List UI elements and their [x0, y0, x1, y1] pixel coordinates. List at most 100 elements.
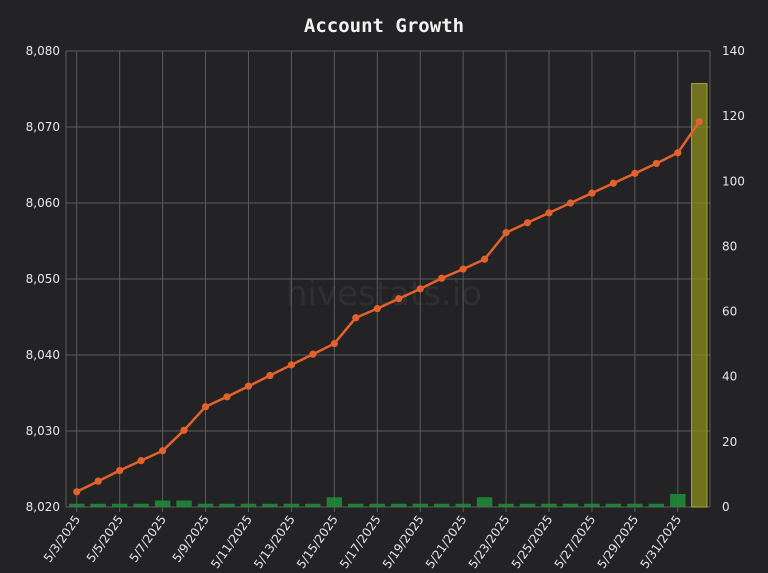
- line-point: [566, 199, 575, 207]
- bar: [111, 503, 128, 507]
- x-tick-label: 5/31/2025: [637, 513, 684, 569]
- y-right-tick-label: 0: [722, 500, 730, 514]
- bar: [519, 503, 536, 507]
- line-point: [631, 169, 639, 177]
- line-point: [137, 457, 145, 465]
- line-point: [287, 361, 295, 369]
- line-point: [588, 189, 596, 197]
- grid-lines: [65, 50, 711, 508]
- bar: [391, 503, 407, 507]
- line-series: [73, 118, 703, 496]
- line-point: [159, 447, 167, 455]
- y-left-tick-label: 8,030: [26, 424, 60, 438]
- line-point: [266, 371, 274, 380]
- y-right-tick-label: 60: [722, 305, 737, 319]
- chart-title: Account Growth: [304, 15, 464, 37]
- line-point: [481, 255, 489, 263]
- bar: [541, 503, 557, 507]
- line-point: [438, 274, 446, 282]
- y-right-tick-label: 20: [722, 435, 737, 449]
- bar: [133, 503, 149, 507]
- line-point: [180, 426, 188, 434]
- x-tick-label: 5/23/2025: [466, 513, 513, 569]
- line-point: [201, 403, 210, 411]
- line-point: [116, 466, 124, 475]
- line-point: [352, 314, 360, 322]
- bar: [90, 503, 106, 507]
- bar: [154, 500, 171, 507]
- y-left-tick-label: 8,050: [26, 272, 60, 286]
- x-tick-label: 5/7/2025: [127, 513, 169, 565]
- bar: [283, 503, 300, 507]
- line-point: [244, 382, 253, 390]
- bar: [176, 500, 192, 507]
- x-tick-label: 5/29/2025: [595, 513, 642, 569]
- bar: [455, 503, 471, 507]
- x-tick-label: 5/17/2025: [337, 513, 384, 569]
- line-point: [523, 219, 532, 227]
- line-point: [395, 295, 403, 303]
- bar: [305, 503, 321, 507]
- line-point: [652, 159, 660, 168]
- line-point: [373, 305, 381, 313]
- bar: [562, 503, 579, 507]
- bar: [412, 503, 428, 507]
- y-right-tick-label: 100: [722, 174, 745, 188]
- x-tick-label: 5/19/2025: [380, 513, 427, 569]
- line-point: [695, 118, 703, 126]
- line-point: [94, 477, 102, 485]
- x-tick-label: 5/21/2025: [423, 513, 470, 569]
- bar: [69, 503, 85, 507]
- y-right-tick-label: 120: [722, 109, 745, 123]
- x-tick-label: 5/3/2025: [41, 513, 83, 565]
- line-point: [330, 340, 338, 348]
- y-axis-left: 8,020 8,030 8,040 8,050 8,060 8,070 8,080: [26, 44, 60, 514]
- y-left-tick-label: 8,040: [26, 348, 60, 362]
- bar: [476, 497, 493, 507]
- x-tick-label: 5/11/2025: [208, 513, 255, 569]
- x-tick-label: 5/13/2025: [251, 513, 298, 569]
- bar: [348, 503, 364, 507]
- bar-series: [69, 83, 708, 508]
- line-path: [76, 120, 701, 493]
- line-point: [545, 209, 553, 217]
- y-left-tick-label: 8,080: [26, 44, 60, 58]
- x-tick-label: 5/5/2025: [84, 513, 126, 565]
- bar: [197, 503, 214, 507]
- y-right-tick-label: 140: [722, 44, 745, 58]
- x-tick-label: 5/27/2025: [552, 513, 599, 569]
- bar: [691, 83, 708, 508]
- bar: [240, 503, 257, 507]
- bar: [498, 503, 514, 507]
- y-left-tick-label: 8,020: [26, 500, 60, 514]
- bar: [670, 493, 686, 507]
- bar: [219, 503, 235, 507]
- line-point: [416, 285, 424, 293]
- bar: [627, 503, 643, 507]
- bar: [605, 503, 622, 507]
- x-tick-label: 5/25/2025: [509, 513, 556, 569]
- y-right-tick-label: 40: [722, 370, 737, 384]
- x-tick-label: 5/15/2025: [294, 513, 341, 569]
- bar: [433, 503, 450, 507]
- line-point: [73, 488, 81, 496]
- bar: [584, 503, 600, 507]
- line-point: [609, 179, 618, 187]
- line-point: [223, 393, 231, 401]
- y-axis-right: 0 20 40 60 80 100 120 140: [722, 44, 745, 514]
- line-point: [674, 149, 682, 157]
- bar: [326, 497, 343, 507]
- watermark-text: hivestats.io: [286, 274, 482, 314]
- y-right-tick-label: 80: [722, 239, 737, 253]
- y-left-tick-label: 8,070: [26, 120, 60, 134]
- bar: [369, 503, 385, 507]
- bar: [648, 503, 665, 507]
- line-point: [459, 265, 467, 273]
- x-tick-label: 5/9/2025: [170, 513, 212, 565]
- x-axis: 5/3/2025 5/5/2025 5/7/2025 5/9/20255/11/202…: [41, 507, 684, 571]
- line-point: [309, 350, 317, 358]
- y-left-tick-label: 8,060: [26, 196, 60, 210]
- line-point: [502, 229, 510, 237]
